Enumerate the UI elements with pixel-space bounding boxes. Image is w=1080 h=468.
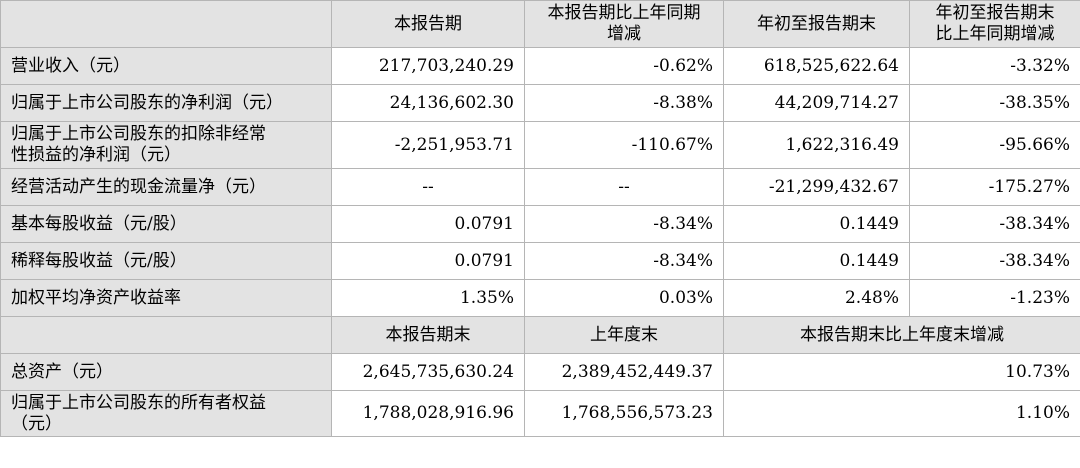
cell-current-period: 0.0791	[331, 205, 525, 243]
header-period-end-change: 本报告期末比上年度末增减	[723, 316, 1080, 354]
table-row: 总资产（元） 2,645,735,630.24 2,389,452,449.37…	[0, 353, 1080, 391]
cell-current-period: -2,251,953.71	[331, 121, 525, 169]
header-prior-year-end: 上年度末	[524, 316, 724, 354]
cell-ytd-yoy: -95.66%	[909, 121, 1080, 169]
header-ytd-yoy-line2: 比上年同期增减	[935, 24, 1055, 44]
header-blank-cell	[0, 0, 332, 48]
table-row: 加权平均净资产收益率 1.35% 0.03% 2.48% -1.23%	[0, 279, 1080, 317]
row-label: 总资产（元）	[0, 353, 332, 391]
row-label: 基本每股收益（元/股）	[0, 205, 332, 243]
cell-current-period-yoy: -8.34%	[524, 205, 724, 243]
cell-ytd-yoy: -175.27%	[909, 168, 1080, 206]
cell-ytd-yoy: -38.34%	[909, 205, 1080, 243]
cell-prior-year-end: 2,389,452,449.37	[524, 353, 724, 391]
cell-ytd-yoy: -1.23%	[909, 279, 1080, 317]
cell-prior-year-end: 1,768,556,573.23	[524, 390, 724, 437]
cell-period-end-change: 1.10%	[723, 390, 1080, 437]
row-label: 经营活动产生的现金流量净（元）	[0, 168, 332, 206]
table-row: 稀释每股收益（元/股） 0.0791 -8.34% 0.1449 -38.34%	[0, 242, 1080, 280]
header-ytd: 年初至报告期末	[723, 0, 910, 48]
row-label: 营业收入（元）	[0, 47, 332, 85]
header-ytd-yoy: 年初至报告期末 比上年同期增减	[909, 0, 1080, 48]
cell-ytd-yoy: -38.34%	[909, 242, 1080, 280]
table-row: 营业收入（元） 217,703,240.29 -0.62% 618,525,62…	[0, 47, 1080, 85]
table-row: 归属于上市公司股东的扣除非经常 性损益的净利润（元） -2,251,953.71 …	[0, 121, 1080, 169]
header-row: 本报告期 本报告期比上年同期 增减 年初至报告期末 年初至报告期末 比上年同期增减	[0, 0, 1080, 48]
header-period-end: 本报告期末	[331, 316, 525, 354]
cell-ytd: 0.1449	[723, 205, 910, 243]
header-current-period-yoy-line1: 本报告期比上年同期	[547, 3, 701, 23]
header-current-period: 本报告期	[331, 0, 525, 48]
cell-current-period-yoy: -8.38%	[524, 84, 724, 122]
cell-ytd: 1,622,316.49	[723, 121, 910, 169]
cell-current-period-yoy: 0.03%	[524, 279, 724, 317]
cell-current-period: 1.35%	[331, 279, 525, 317]
header-ytd-yoy-line1: 年初至报告期末	[935, 3, 1055, 23]
cell-current-period-yoy: -110.67%	[524, 121, 724, 169]
row-label-line1: 归属于上市公司股东的所有者权益	[11, 392, 266, 413]
header-current-period-yoy: 本报告期比上年同期 增减	[524, 0, 724, 48]
cell-period-end: 2,645,735,630.24	[331, 353, 525, 391]
financial-data-table: 本报告期 本报告期比上年同期 增减 年初至报告期末 年初至报告期末 比上年同期增减 …	[0, 0, 1080, 437]
cell-current-period-yoy: -0.62%	[524, 47, 724, 85]
cell-period-end-change: 10.73%	[723, 353, 1080, 391]
table-row: 归属于上市公司股东的净利润（元） 24,136,602.30 -8.38% 44…	[0, 84, 1080, 122]
cell-current-period: 217,703,240.29	[331, 47, 525, 85]
row-label: 加权平均净资产收益率	[0, 279, 332, 317]
cell-current-period: --	[331, 168, 525, 206]
row-label: 稀释每股收益（元/股）	[0, 242, 332, 280]
table-row: 归属于上市公司股东的所有者权益 （元） 1,788,028,916.96 1,76…	[0, 390, 1080, 437]
row-label: 归属于上市公司股东的所有者权益 （元）	[0, 390, 332, 437]
header-blank-cell	[0, 316, 332, 354]
cell-ytd: -21,299,432.67	[723, 168, 910, 206]
cell-current-period: 24,136,602.30	[331, 84, 525, 122]
cell-ytd-yoy: -38.35%	[909, 84, 1080, 122]
cell-ytd: 2.48%	[723, 279, 910, 317]
header-current-period-yoy-line2: 增减	[607, 24, 641, 44]
header-row-balance: 本报告期末 上年度末 本报告期末比上年度末增减	[0, 316, 1080, 354]
cell-ytd-yoy: -3.32%	[909, 47, 1080, 85]
row-label-line1: 归属于上市公司股东的扣除非经常	[11, 124, 266, 144]
table-row: 经营活动产生的现金流量净（元） -- -- -21,299,432.67 -17…	[0, 168, 1080, 206]
row-label: 归属于上市公司股东的扣除非经常 性损益的净利润（元）	[0, 121, 332, 169]
table-row: 基本每股收益（元/股） 0.0791 -8.34% 0.1449 -38.34%	[0, 205, 1080, 243]
cell-current-period: 0.0791	[331, 242, 525, 280]
cell-ytd: 44,209,714.27	[723, 84, 910, 122]
cell-current-period-yoy: --	[524, 168, 724, 206]
cell-ytd: 618,525,622.64	[723, 47, 910, 85]
cell-current-period-yoy: -8.34%	[524, 242, 724, 280]
row-label-line2: （元）	[11, 413, 62, 434]
row-label-line2: 性损益的净利润（元）	[11, 145, 181, 165]
row-label: 归属于上市公司股东的净利润（元）	[0, 84, 332, 122]
cell-ytd: 0.1449	[723, 242, 910, 280]
cell-period-end: 1,788,028,916.96	[331, 390, 525, 437]
